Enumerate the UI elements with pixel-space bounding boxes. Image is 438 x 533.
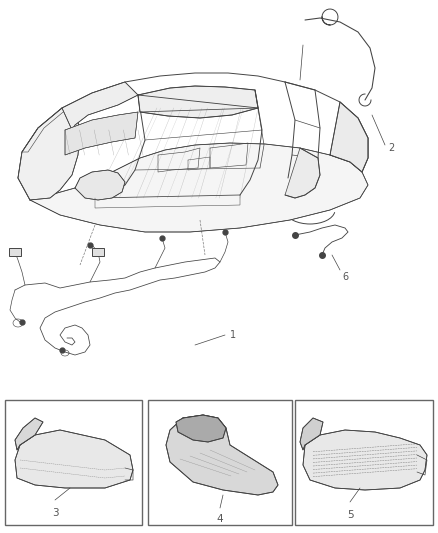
Text: 1: 1: [230, 330, 236, 340]
Bar: [148, 400, 292, 525]
Polygon shape: [30, 143, 368, 232]
Polygon shape: [15, 418, 43, 450]
Bar: [5, 400, 142, 525]
Polygon shape: [300, 418, 323, 450]
Bar: [92, 248, 104, 256]
Polygon shape: [75, 170, 125, 200]
Bar: [295, 400, 433, 525]
Polygon shape: [18, 108, 80, 200]
Text: 2: 2: [388, 143, 394, 153]
Polygon shape: [138, 86, 258, 118]
Polygon shape: [15, 430, 133, 488]
Text: 3: 3: [52, 508, 58, 518]
Polygon shape: [166, 415, 278, 495]
Text: 4: 4: [217, 514, 223, 524]
Polygon shape: [285, 148, 320, 198]
Text: 5: 5: [347, 510, 353, 520]
Polygon shape: [176, 415, 226, 442]
Polygon shape: [303, 430, 427, 490]
Bar: [9, 248, 21, 256]
Polygon shape: [65, 112, 138, 155]
Text: 6: 6: [342, 272, 348, 282]
Polygon shape: [330, 102, 368, 172]
Polygon shape: [62, 82, 138, 130]
